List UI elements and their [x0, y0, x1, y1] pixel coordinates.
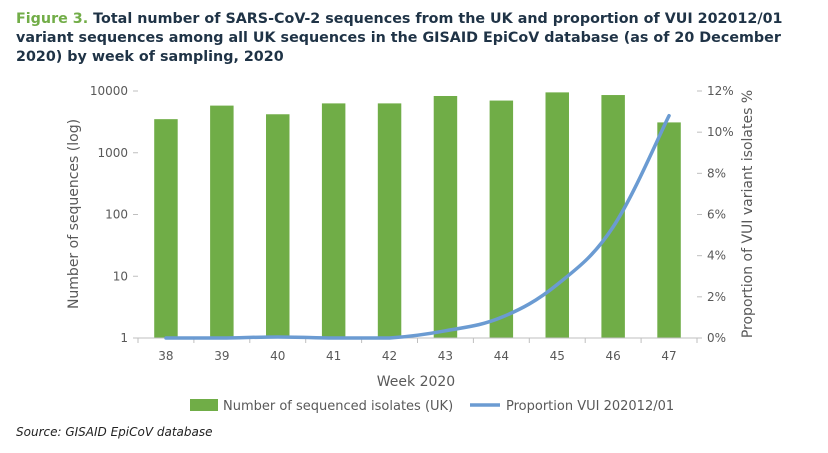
y2-axis-tick-label: 12% [707, 84, 734, 98]
line-series-vui-proportion [164, 113, 671, 340]
legend: Number of sequenced isolates (UK) Propor… [190, 399, 674, 414]
y2-axis-tick-label: 10% [707, 125, 734, 139]
x-axis-tick-label: 47 [661, 349, 676, 363]
legend-bar-label: Number of sequenced isolates (UK) [223, 399, 453, 414]
bar-week-42 [377, 103, 402, 339]
bar-week-45 [545, 92, 569, 338]
figure-label: Figure 3. [16, 11, 89, 27]
bar-week-47 [657, 122, 681, 338]
y-axis-tick-label: 100 [105, 208, 128, 222]
bar-week-46 [601, 95, 625, 338]
bar-week-43 [433, 95, 458, 339]
bar-week-41 [321, 103, 346, 339]
y2-axis-tick-label: 0% [707, 331, 726, 345]
bar-week-38 [154, 119, 178, 338]
bar-week-44 [489, 100, 514, 339]
bar-week-40 [266, 114, 290, 338]
x-axis-tick-label: 38 [158, 349, 173, 363]
x-axis-tick-label: 40 [270, 349, 285, 363]
figure-caption: Figure 3. Total number of SARS-CoV-2 seq… [16, 10, 816, 67]
x-axis-tick-label: 44 [494, 349, 509, 363]
y2-axis-tick-label: 4% [707, 249, 726, 263]
x-axis-tick-label: 39 [214, 349, 229, 363]
legend-bar-swatch [190, 399, 218, 411]
y-axis-tick-label: 1 [120, 331, 128, 345]
legend-line-label: Proportion VUI 202012/01 [506, 399, 674, 414]
x-axis-tick-label: 45 [550, 349, 565, 363]
y2-axis-tick-label: 8% [707, 166, 726, 180]
source-note: Source: GISAID EpiCoV database [16, 425, 213, 439]
bar-week-39 [210, 105, 234, 338]
y2-axis-tick-label: 6% [707, 208, 726, 222]
y-axis-ticks: 1 10 100 1000 10000 [90, 84, 138, 345]
y-axis-tick-label: 1000 [97, 146, 128, 160]
y2-axis-tick-label: 2% [707, 290, 726, 304]
y-axis-label: Number of sequences (log) [66, 119, 82, 309]
figure-caption-text: Total number of SARS-CoV-2 sequences fro… [16, 11, 783, 65]
x-axis-tick-label: 41 [326, 349, 341, 363]
y2-axis-ticks: 0% 2% 4% 6% 8% 10% 12% [697, 84, 734, 345]
y-axis-tick-label: 10 [113, 269, 128, 283]
x-axis-ticks: 38 39 40 41 42 43 44 45 46 47 [137, 338, 698, 363]
x-axis-tick-label: 43 [438, 349, 453, 363]
x-axis-tick-label: 42 [382, 349, 397, 363]
x-axis-label: Week 2020 [377, 374, 455, 390]
x-axis-tick-label: 46 [606, 349, 621, 363]
y-axis-tick-label: 10000 [90, 84, 128, 98]
bar-series [154, 92, 681, 339]
y2-axis-label: Proportion of VUI variant isolates % [740, 90, 756, 338]
